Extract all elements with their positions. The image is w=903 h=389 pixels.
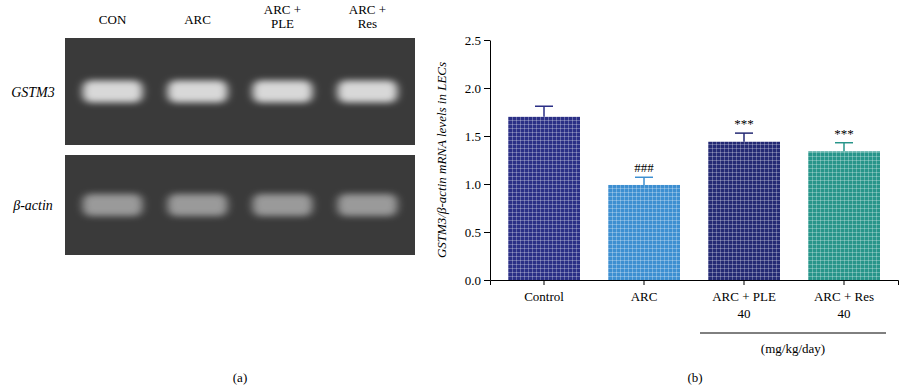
y-tick-mark — [484, 88, 490, 89]
bracket-line — [700, 333, 886, 334]
row-label: GSTM3 — [11, 85, 55, 100]
y-tick: 1.5 — [465, 129, 490, 144]
x-tick-mark — [544, 280, 545, 285]
gel-band — [338, 81, 398, 103]
significance-label: *** — [834, 126, 854, 141]
y-tick-mark — [484, 136, 490, 137]
y-tick-label: 2.0 — [465, 81, 481, 96]
y-tick-label: 0.5 — [465, 225, 481, 240]
gel-band — [338, 194, 398, 216]
lane-label: CON — [99, 12, 127, 27]
error-bar — [735, 133, 753, 142]
y-tick: 0.0 — [465, 273, 490, 288]
x-tick-mark — [844, 280, 845, 285]
error-bar — [835, 143, 853, 152]
y-tick-label: 0.0 — [465, 273, 481, 288]
panel-label: (a) — [233, 370, 247, 385]
gel-band — [83, 194, 143, 216]
y-tick: 2.0 — [465, 81, 490, 96]
error-bar — [535, 106, 553, 117]
row-label: β-actin — [12, 198, 53, 213]
error-bar — [635, 177, 653, 185]
gel-band — [168, 81, 228, 103]
y-axis-line — [490, 41, 491, 281]
lane-label: ARC — [184, 12, 211, 27]
x-tick-mark — [744, 280, 745, 285]
y-tick-label: 1.5 — [465, 129, 481, 144]
gel-band — [168, 194, 228, 216]
y-tick: 0.5 — [465, 225, 490, 240]
y-tick-label: 2.5 — [465, 33, 481, 48]
x-tick-label: Control — [524, 289, 564, 304]
bar — [608, 185, 680, 280]
gel-band — [253, 194, 313, 216]
x-tick-label: ARC — [631, 289, 658, 304]
lane-label: ARC +Res — [349, 2, 386, 31]
y-tick-mark — [484, 184, 490, 185]
x-tick-label: ARC + Res40 — [814, 289, 874, 321]
gel-panel: GSTM3 β-actin CON ARC ARC +PLE ARC +Res (a) — [11, 2, 415, 385]
y-tick-mark — [484, 232, 490, 233]
bar — [508, 117, 580, 280]
gel-background — [65, 155, 415, 255]
bar — [708, 142, 780, 280]
gel-band — [253, 81, 313, 103]
x-axis-line — [491, 281, 899, 286]
bracket-label: (mg/kg/day) — [761, 341, 825, 356]
x-tick: ARC + Res40 — [814, 280, 874, 321]
y-tick-mark — [484, 280, 490, 281]
y-tick: 1.0 — [465, 177, 490, 192]
x-tick: ARC — [631, 280, 658, 304]
gel-band — [83, 81, 143, 103]
gel-background — [65, 38, 415, 145]
marks — [508, 106, 880, 280]
y-tick-label: 1.0 — [465, 177, 481, 192]
figure: GSTM3 β-actin CON ARC ARC +PLE ARC +Res (a) 0.0… — [0, 0, 903, 389]
y-axis: 0.0 0.5 1.0 1.5 2.0 2.5 — [465, 33, 491, 288]
significance-label: ### — [634, 160, 654, 175]
bar-panel: 0.0 0.5 1.0 1.5 2.0 2.5 Control ARC ARC + PLE40 A… — [434, 33, 899, 385]
y-axis-title: GSTM3/β-actin mRNA levels in LECs — [434, 62, 449, 258]
panel-label: (b) — [687, 370, 702, 385]
significance-label: *** — [734, 116, 754, 131]
y-tick: 2.5 — [465, 33, 490, 48]
x-tick: Control — [524, 280, 564, 304]
x-axis: Control ARC ARC + PLE40 ARC + Res40 — [491, 280, 899, 321]
lane-label: ARC +PLE — [264, 2, 301, 31]
bar — [808, 151, 880, 280]
x-tick-label: ARC + PLE40 — [712, 289, 776, 321]
x-tick-mark — [644, 280, 645, 285]
x-tick: ARC + PLE40 — [712, 280, 776, 321]
y-tick-mark — [484, 40, 490, 41]
